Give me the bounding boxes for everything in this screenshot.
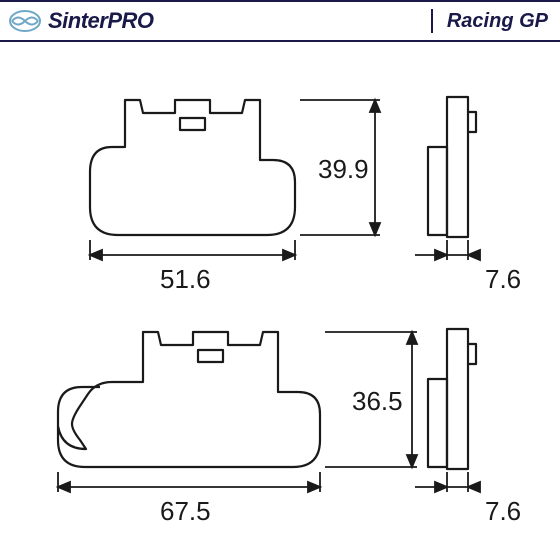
- brand-logo-icon: [8, 7, 42, 35]
- brand: SinterPRO: [8, 7, 154, 35]
- brand-suffix: PRO: [107, 8, 153, 33]
- series-label: Racing GP: [447, 10, 548, 33]
- dim-bottom-height: 36.5: [352, 386, 403, 417]
- header-bar: SinterPRO Racing GP: [0, 0, 560, 42]
- diagram-canvas: 39.9 51.6 7.6: [0, 42, 560, 560]
- pad-bottom-dims: [0, 42, 560, 560]
- header-divider: [431, 9, 433, 33]
- brand-name: SinterPRO: [48, 8, 154, 34]
- dim-bottom-thick: 7.6: [485, 496, 521, 527]
- brand-prefix: Sinter: [48, 8, 107, 33]
- dim-bottom-width: 67.5: [160, 496, 211, 527]
